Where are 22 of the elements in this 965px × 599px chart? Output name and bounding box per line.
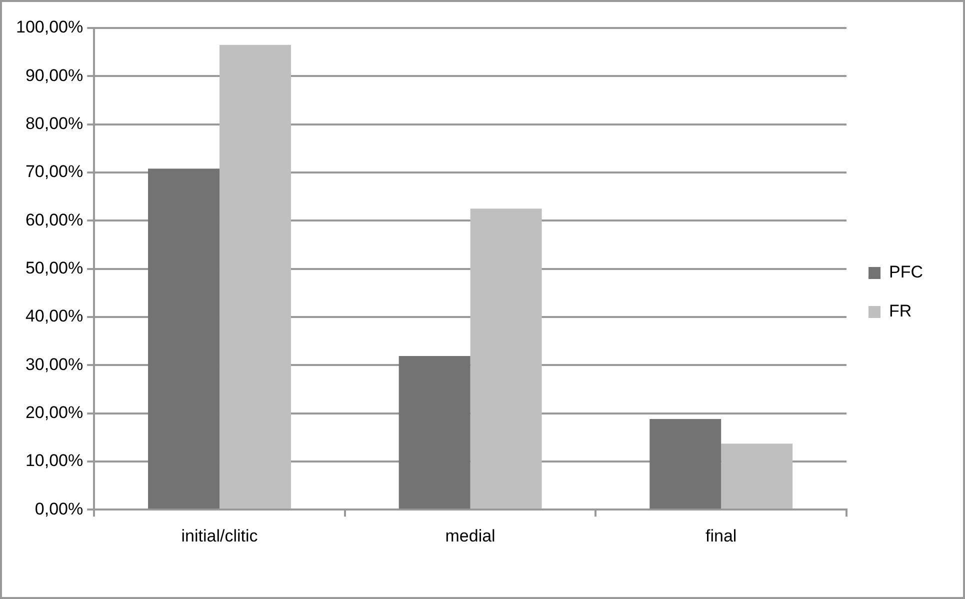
y-tick-label: 60,00%	[25, 210, 84, 230]
bar	[148, 168, 220, 509]
x-tick-label: medial	[445, 526, 496, 546]
y-tick-label: 0,00%	[34, 499, 84, 518]
y-tick-label: 10,00%	[25, 451, 84, 470]
x-tick-label: initial/clitic	[181, 526, 258, 546]
legend-label: FR	[889, 302, 912, 321]
y-tick-label: 40,00%	[25, 306, 84, 326]
x-tick-label: final	[706, 526, 737, 546]
y-tick-label: 70,00%	[25, 162, 84, 182]
y-tick-label: 20,00%	[25, 402, 84, 422]
bar	[398, 356, 470, 509]
legend-label: PFC	[889, 262, 923, 282]
bar	[220, 44, 291, 509]
y-tick-label: 50,00%	[25, 258, 84, 278]
bar	[650, 419, 722, 509]
y-tick-label: 30,00%	[25, 354, 84, 374]
y-tick-label: 100,00%	[16, 18, 84, 37]
bar	[721, 444, 793, 509]
y-tick-label: 80,00%	[25, 114, 84, 134]
y-tick-label: 90,00%	[25, 66, 84, 85]
bar	[470, 208, 542, 509]
